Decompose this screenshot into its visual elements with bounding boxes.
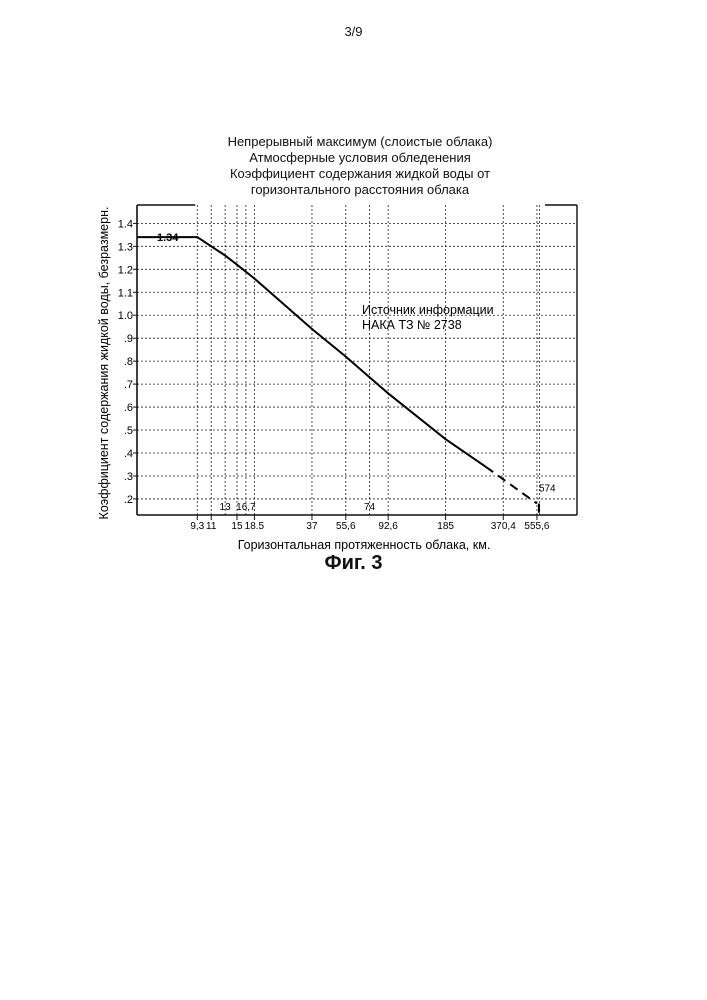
y-tick-label: 1.0 [118,310,133,322]
x-tick-label: 185 [437,521,454,532]
figure-label: Фиг. 3 [0,552,707,575]
x-tick-label: 555,6 [524,521,549,532]
x-tick-label: 9,3 [190,521,204,532]
x-tick-label: 11 [206,521,217,532]
y-tick-label: .4 [124,448,133,460]
source-note-line: Источник информации [362,303,494,317]
y-axis-label: Коэффициент содержания жидкой воды, безр… [97,207,111,520]
x-tick-label: 55,6 [336,521,356,532]
x-inner-tick-label: 74 [364,502,376,513]
y-tick-label: 1.2 [118,264,133,276]
x-inner-tick-label: 16,7 [236,502,256,513]
y-tick-label: .9 [124,333,133,345]
value-annotation-1-34: 1.34 [157,232,179,244]
y-tick-label: 1.3 [118,241,133,253]
series-line [137,237,486,467]
source-note-line: НАКА ТЗ № 2738 [362,318,462,332]
y-tick-label: .5 [124,425,133,437]
value-annotation-574: 574 [539,483,556,494]
annotations: Источник информации НАКА ТЗ № 2738 1.34 5… [157,232,556,513]
x-tick-label: 92,6 [378,521,398,532]
series-line-dashed [486,467,537,504]
x-tick-label: 370,4 [491,521,516,532]
y-tick-label: .8 [124,356,133,368]
y-tick-label: 1.4 [118,218,133,230]
x-inner-tick-label: 13 [220,502,232,513]
y-tick-label: .2 [124,494,133,506]
grid [137,205,577,515]
y-tick-label: .6 [124,402,133,414]
y-tick-label: 1.1 [118,287,133,299]
x-axis-label: Горизонтальная протяженность облака, км. [238,538,491,552]
x-tick-label: 15 [231,521,243,532]
y-tick-label: .7 [124,379,133,391]
axes [133,205,577,520]
tick-labels: 1.41.31.21.11.0.9.8.7.6.5.4.3.29,3111518… [118,218,550,532]
x-tick-label: 18.5 [245,521,265,532]
y-tick-label: .3 [124,471,133,483]
x-tick-label: 37 [306,521,318,532]
